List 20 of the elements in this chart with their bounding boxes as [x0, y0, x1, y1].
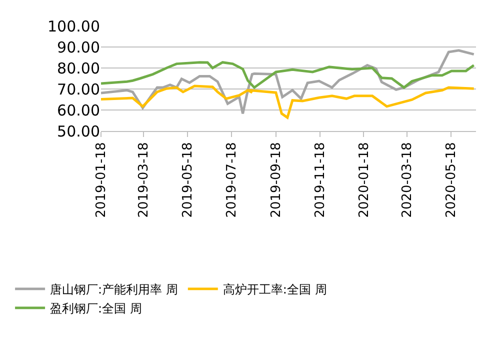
y-tick-label: 100.00: [48, 17, 100, 36]
y-tick-label: 70.00: [57, 80, 100, 98]
x-tick-label: 2020-01-18: [356, 142, 372, 218]
x-tick-label: 2020-05-18: [444, 142, 460, 218]
line-series: [101, 61, 476, 89]
x-tick-label: 2019-11-18: [313, 142, 328, 218]
line-series: [101, 84, 476, 119]
y-tick-label: 90.00: [57, 38, 100, 56]
x-tick-label: 2019-09-18: [269, 142, 284, 218]
x-tick-label: 2019-03-18: [136, 142, 152, 218]
legend-label: 唐山钢厂:产能利用率 周: [50, 282, 178, 297]
x-tick-label: 2019-01-18: [94, 142, 110, 218]
y-tick-label: 50.00: [57, 122, 100, 140]
x-tick-label: 2019-07-18: [224, 142, 240, 218]
x-tick-label: 2020-03-18: [400, 142, 416, 218]
legend-label: 盈利钢厂:全国 周: [50, 302, 142, 316]
x-tick-label: 2019-05-18: [180, 142, 196, 218]
legend-label: 高炉开工率:全国 周: [222, 282, 327, 297]
y-tick-label: 80.00: [57, 59, 100, 78]
y-tick-label: 60.00: [57, 101, 100, 120]
